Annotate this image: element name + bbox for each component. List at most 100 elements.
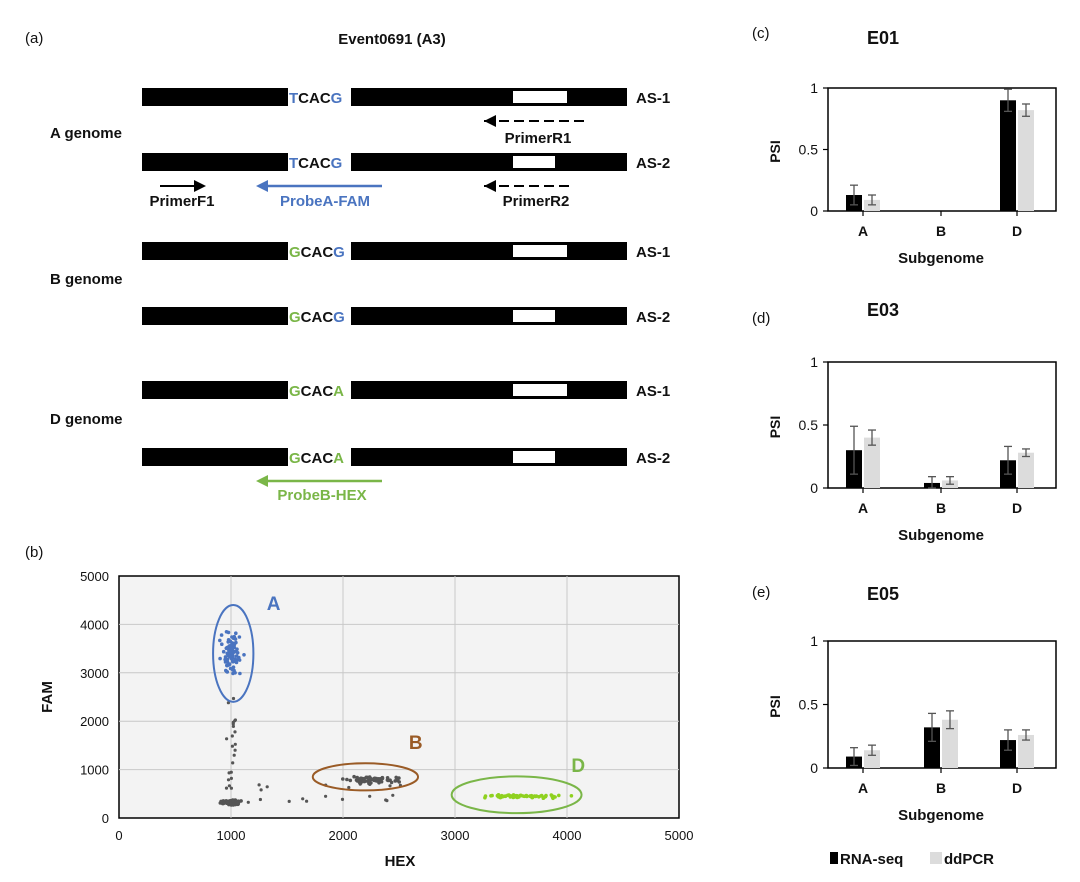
scatter-point-rain xyxy=(340,797,345,802)
isoform-tag: AS-2 xyxy=(636,155,670,172)
scatter-point-rain xyxy=(265,785,269,789)
scatter-point-b xyxy=(348,778,353,783)
legend-swatch-ddpcr xyxy=(930,852,942,864)
x-tick-label: 1000 xyxy=(217,828,246,843)
snp-prefix: G xyxy=(289,450,301,467)
cluster-label-d: D xyxy=(571,756,585,777)
scatter-point-a xyxy=(242,653,246,657)
scatter-point-d xyxy=(550,794,554,799)
y-tick-label: 0 xyxy=(810,203,818,219)
exon-left xyxy=(142,381,288,399)
panel-b-label: (b) xyxy=(25,544,43,561)
isoform-tag: AS-1 xyxy=(636,383,670,400)
scatter-point-a xyxy=(230,667,235,672)
scatter-point-a xyxy=(223,657,227,662)
panel-label: (d) xyxy=(752,310,770,327)
scatter-point-rain xyxy=(358,782,362,786)
gene-row: TCACG AS-2 xyxy=(142,153,670,172)
x-axis-label: Subgenome xyxy=(898,807,984,824)
snp-sequence: GCACA xyxy=(289,450,344,467)
bar-chart-title: E03 xyxy=(867,300,899,320)
scatter-point-b xyxy=(380,776,385,781)
scatter-point-rain xyxy=(301,797,305,801)
exon-right xyxy=(351,307,627,325)
bar-chart-title: E01 xyxy=(867,28,899,48)
x-tick-label: D xyxy=(1012,780,1022,796)
bar-chart-e03: (d) E03 0 0.5 1 PSI A B D Subgenome xyxy=(752,300,1057,544)
y-tick-label: 0 xyxy=(102,811,109,826)
scatter-point-rain xyxy=(305,799,309,803)
scatter-point-a xyxy=(238,671,242,676)
scatter-point-a xyxy=(237,635,242,639)
scatter-point-a xyxy=(226,630,231,635)
snp-prefix: T xyxy=(289,90,298,107)
scatter-point-rain xyxy=(230,744,234,748)
primer-r1-label: PrimerR1 xyxy=(505,130,572,147)
bar-ddpcr-a xyxy=(864,437,880,488)
panel-label: (c) xyxy=(752,25,770,42)
scatter-point-a xyxy=(227,651,231,656)
bar-chart-e05: (e) E05 0 0.5 1 PSI A B D Subgenome xyxy=(752,584,1057,824)
snp-mid: CAC xyxy=(301,450,334,467)
x-tick-label: B xyxy=(936,780,946,796)
scatter-point-rain xyxy=(225,737,229,741)
scatter-point-d xyxy=(569,794,574,798)
y-axis-label: PSI xyxy=(767,140,783,163)
snp-prefix: T xyxy=(289,155,298,172)
scatter-point-d xyxy=(557,793,561,798)
scatter-point-a xyxy=(234,631,238,635)
scatter-point-a xyxy=(230,659,235,664)
exon-left xyxy=(142,88,288,106)
isoform-tag: AS-1 xyxy=(636,244,670,261)
gene-row: GCACA AS-2 xyxy=(142,448,670,467)
exon-left xyxy=(142,242,288,260)
panel-a-label: (a) xyxy=(25,30,43,47)
snp-mid: CAC xyxy=(301,244,334,261)
gene-row: GCACG AS-1 xyxy=(142,242,670,261)
bar-chart-panels: (c) E01 0 0.5 1 PSI A B D Subgenome (d) E03 0 0.5 1 PSI… xyxy=(752,25,1057,824)
scatter-point-rain xyxy=(259,788,263,792)
snp-sequence: GCACG xyxy=(289,309,345,326)
exon-left xyxy=(142,448,288,466)
gene-row: GCACG AS-2 xyxy=(142,307,670,326)
scatter-point-rain xyxy=(231,761,235,765)
scatter-point-b xyxy=(355,775,360,780)
snp-suffix: A xyxy=(333,383,344,400)
scatter-point-rain xyxy=(287,799,291,804)
isoform-tag: AS-1 xyxy=(636,90,670,107)
scatter-point-a xyxy=(235,647,239,651)
scatter-point-a xyxy=(225,670,230,674)
scatter-point-a xyxy=(232,641,237,646)
y-axis-label: PSI xyxy=(767,695,783,718)
cluster-ellipse-b xyxy=(311,762,420,792)
genome-label-a: A genome xyxy=(50,125,122,142)
y-tick-label: 0.5 xyxy=(799,417,819,433)
y-tick-label: 0.5 xyxy=(799,697,819,713)
scatter-point-d xyxy=(528,794,533,799)
genome-label-b: B genome xyxy=(50,271,123,288)
alternative-region xyxy=(513,384,567,396)
scatter-point-rain xyxy=(324,794,328,798)
snp-mid: CAC xyxy=(301,383,334,400)
scatter-point-rain xyxy=(227,771,231,775)
probe-b-arrow xyxy=(256,475,382,487)
scatter-point-b xyxy=(377,777,381,781)
legend: RNA-seq ddPCR xyxy=(830,851,994,868)
genome-label-d: D genome xyxy=(50,411,123,428)
scatter-point-rain xyxy=(232,753,236,757)
exon-right xyxy=(351,88,627,106)
scatter-point-rain xyxy=(229,776,233,781)
panel-a-title: Event0691 (A3) xyxy=(338,31,446,48)
snp-suffix: G xyxy=(331,155,343,172)
scatter-point-rain xyxy=(233,748,237,752)
primer-f1-arrow xyxy=(160,180,206,192)
scatter-point-a xyxy=(230,650,234,654)
exon-left xyxy=(142,307,288,325)
isoform-tag: AS-2 xyxy=(636,450,670,467)
scatter-point-b xyxy=(389,780,394,785)
alternative-region xyxy=(513,451,555,463)
scatter-point-negative xyxy=(231,798,235,803)
scatter-point-d xyxy=(483,794,488,798)
